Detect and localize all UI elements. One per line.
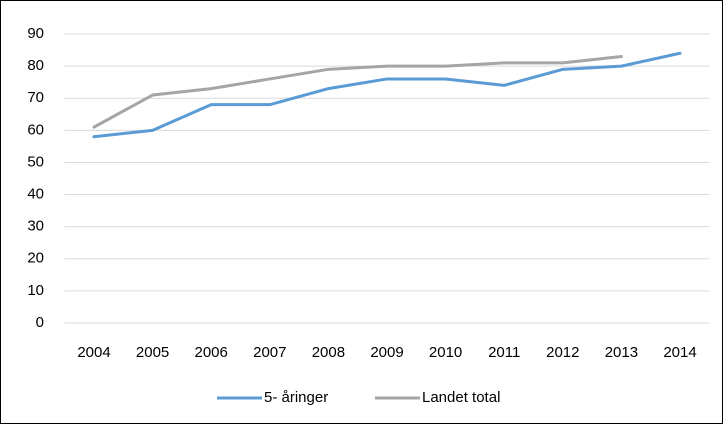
legend-label: 5- åringer [264,389,328,406]
legend-label: Landet total [422,389,500,406]
y-tick-label: 40 [27,186,44,203]
y-tick-label: 50 [27,153,44,170]
x-tick-label: 2004 [77,344,110,361]
y-tick-label: 90 [27,25,44,42]
x-tick-label: 2009 [370,344,403,361]
x-tick-label: 2006 [195,344,228,361]
y-tick-label: 10 [27,282,44,299]
series-line [92,54,623,129]
y-tick-label: 80 [27,57,44,74]
series-line [92,51,682,139]
y-tick-label: 0 [36,314,44,331]
y-tick-label: 60 [27,121,44,138]
x-tick-label: 2005 [136,344,169,361]
x-tick-label: 2012 [546,344,579,361]
x-tick-label: 2010 [429,344,462,361]
y-tick-label: 20 [27,250,44,267]
x-tick-label: 2008 [312,344,345,361]
x-tick-label: 2014 [663,344,696,361]
y-tick-label: 70 [27,89,44,106]
x-tick-label: 2007 [253,344,286,361]
y-tick-label: 30 [27,218,44,235]
x-tick-label: 2013 [605,344,638,361]
x-tick-label: 2011 [488,344,520,361]
